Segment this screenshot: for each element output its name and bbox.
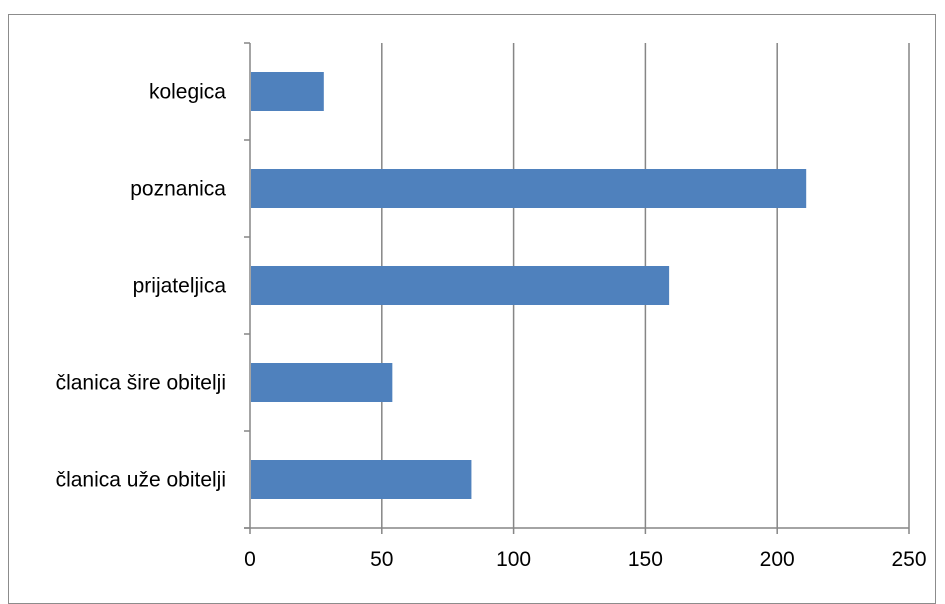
x-tick-label: 150	[628, 548, 663, 571]
bar-chart: 0 50 100 150 200 250 kolegica poznanica prijatel…	[56, 42, 927, 572]
category-label: kolegica	[149, 81, 226, 104]
category-label: članica šire obitelji	[56, 372, 226, 395]
chart-frame	[8, 14, 936, 604]
labels: 0 50 100 150 200 250 kolegica poznanica prijatel…	[56, 81, 927, 572]
axes	[244, 42, 909, 534]
x-tick-label: 200	[760, 548, 795, 571]
bars	[251, 72, 807, 499]
x-tick-label: 50	[370, 548, 393, 571]
bar	[251, 72, 324, 111]
bar	[251, 169, 807, 208]
category-label: prijateljica	[133, 275, 227, 298]
x-tick-label: 250	[891, 548, 926, 571]
bar	[251, 363, 393, 402]
bar	[251, 460, 472, 499]
bar	[251, 266, 670, 305]
category-label: članica uže obitelji	[56, 469, 226, 492]
x-tick-label: 100	[496, 548, 531, 571]
category-label: poznanica	[130, 178, 226, 201]
x-tick-label: 0	[244, 548, 256, 571]
